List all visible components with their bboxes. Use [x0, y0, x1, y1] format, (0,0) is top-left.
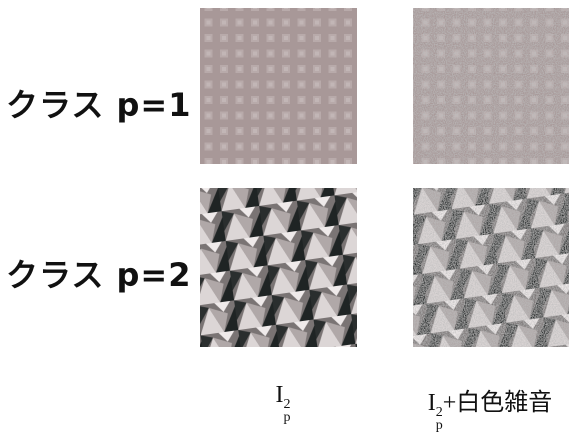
texture-p1 — [200, 8, 357, 164]
caption-base: I — [276, 382, 284, 408]
caption-base: I — [428, 390, 436, 416]
row-label: クラス p=2 — [6, 250, 192, 296]
texture-panels — [0, 0, 569, 421]
row-label: クラス p=1 — [6, 80, 192, 126]
caption-sub: p — [284, 411, 291, 424]
figure: クラス p=1 クラス p=2 I2p I2p+白色雑音 (() => { co… — [0, 0, 569, 421]
caption-suffix: +白色雑音 — [443, 390, 553, 416]
texture-p2-noise — [413, 188, 569, 347]
texture-p2 — [200, 188, 357, 347]
texture-p1-noise — [413, 8, 569, 164]
